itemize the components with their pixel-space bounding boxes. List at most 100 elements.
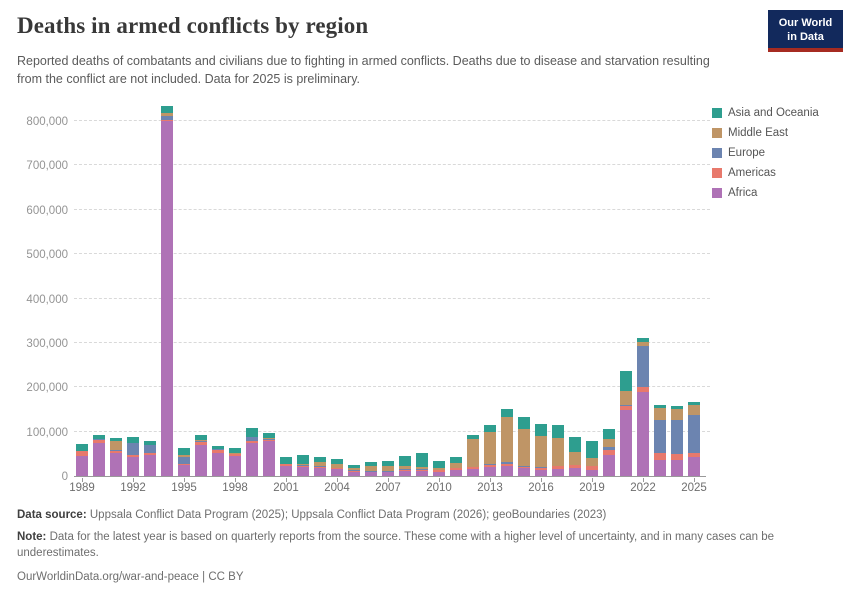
bar-1999[interactable] [246, 428, 258, 476]
bar-1998-asia-and-oceania [229, 447, 241, 454]
bar-2018[interactable] [569, 436, 581, 476]
legend-item-asia-and-oceania[interactable]: Asia and Oceania [712, 106, 819, 120]
bar-2024-africa [671, 460, 683, 476]
gridline-200000 [74, 386, 710, 388]
legend: Asia and Oceania Middle East Europe America… [712, 106, 819, 206]
bar-2008[interactable] [399, 455, 411, 476]
y-axis-label-800000: 800,000 [26, 116, 68, 128]
bar-2018-asia-and-oceania [569, 436, 581, 452]
bar-1990[interactable] [93, 434, 105, 476]
gridline-600000 [74, 208, 710, 210]
bar-2025-middle-east [688, 405, 700, 415]
bar-1994-middle-east [161, 112, 173, 116]
bar-2013-middle-east [484, 431, 496, 465]
bar-2021[interactable] [620, 371, 632, 476]
bar-2004[interactable] [331, 459, 343, 476]
bar-2003[interactable] [314, 456, 326, 476]
chart-region: 0 100,000 200,000 300,000 400,000 500,000 600,… [26, 106, 819, 494]
bar-2020[interactable] [603, 428, 615, 476]
bar-2010-africa [433, 471, 445, 476]
bar-2009[interactable] [416, 452, 428, 476]
bar-2012-middle-east [467, 439, 479, 467]
bar-2016[interactable] [535, 424, 547, 476]
bar-2024-europe [671, 420, 683, 455]
owid-logo-line1: Our World [778, 17, 833, 29]
bar-2017-middle-east [552, 438, 564, 466]
bar-2023[interactable] [654, 405, 666, 476]
legend-label-middle-east: Middle East [728, 127, 789, 139]
bar-2025-americas [688, 452, 700, 458]
bar-1989-americas [76, 451, 88, 457]
bar-2001[interactable] [280, 456, 292, 476]
bar-2014[interactable] [501, 408, 513, 476]
bar-1997[interactable] [212, 445, 224, 476]
bar-1996-africa [195, 444, 207, 476]
bar-1996[interactable] [195, 434, 207, 476]
legend-item-americas[interactable]: Americas [712, 166, 819, 180]
separator: | [198, 571, 209, 584]
bar-2023-europe [654, 419, 666, 454]
bar-2014-asia-and-oceania [501, 408, 513, 418]
bar-2011-africa [450, 470, 462, 476]
bar-2007[interactable] [382, 460, 394, 476]
gridline-300000 [74, 341, 710, 343]
bar-2025[interactable] [688, 402, 700, 476]
bar-2017[interactable] [552, 425, 564, 476]
bar-2008-americas [399, 469, 411, 471]
bar-1990-africa [93, 442, 105, 476]
bar-2001-asia-and-oceania [280, 456, 292, 464]
bar-2007-asia-and-oceania [382, 460, 394, 466]
bar-2024[interactable] [671, 405, 683, 476]
bar-2005[interactable] [348, 465, 360, 476]
legend-label-asia-and-oceania: Asia and Oceania [728, 107, 819, 119]
bar-2007-americas [382, 471, 394, 473]
bar-2002-africa [297, 467, 309, 476]
bar-2014-middle-east [501, 417, 513, 463]
owid-logo[interactable]: Our World in Data [768, 10, 843, 52]
bar-1993[interactable] [144, 440, 156, 476]
bar-1992-americas [127, 455, 139, 457]
legend-item-middle-east[interactable]: Middle East [712, 126, 819, 140]
bar-2000[interactable] [263, 433, 275, 476]
legend-swatch-middle-east [712, 128, 722, 138]
bar-2015[interactable] [518, 417, 530, 476]
bar-2025-europe [688, 414, 700, 453]
bar-2011[interactable] [450, 457, 462, 476]
bar-2022[interactable] [637, 338, 649, 476]
license-link[interactable]: CC BY [208, 571, 244, 584]
bar-2016-middle-east [535, 436, 547, 468]
bar-2007-africa [382, 472, 394, 476]
bar-2004-africa [331, 468, 343, 476]
bar-1999-americas [246, 440, 258, 443]
bar-2012[interactable] [467, 434, 479, 476]
bar-2010[interactable] [433, 460, 445, 476]
legend-label-africa: Africa [728, 187, 758, 199]
bar-2021-middle-east [620, 390, 632, 406]
x-axis-label-2019: 2019 [579, 482, 605, 494]
bar-2000-asia-and-oceania [263, 433, 275, 439]
bar-1995[interactable] [178, 448, 190, 476]
bar-2003-asia-and-oceania [314, 456, 326, 462]
bar-2003-middle-east [314, 461, 326, 467]
owid-link[interactable]: OurWorldinData.org/war-and-peace [17, 571, 199, 584]
bar-2008-asia-and-oceania [399, 455, 411, 467]
bar-2013-africa [484, 466, 496, 476]
bar-2002[interactable] [297, 455, 309, 476]
bar-2005-middle-east [348, 468, 360, 471]
bar-1998[interactable] [229, 447, 241, 476]
legend-item-europe[interactable]: Europe [712, 146, 819, 160]
bar-2021-asia-and-oceania [620, 371, 632, 391]
bar-1994[interactable] [161, 106, 173, 476]
bar-2006[interactable] [365, 461, 377, 476]
bar-1991-americas [110, 450, 122, 453]
bar-1991[interactable] [110, 437, 122, 476]
bar-2025-africa [688, 457, 700, 476]
bar-1999-africa [246, 442, 258, 476]
bar-2019[interactable] [586, 441, 598, 476]
bar-1992[interactable] [127, 436, 139, 476]
legend-item-africa[interactable]: Africa [712, 186, 819, 200]
bar-2013[interactable] [484, 425, 496, 476]
bar-1989[interactable] [76, 444, 88, 476]
bar-2009-asia-and-oceania [416, 452, 428, 468]
bar-2023-middle-east [654, 408, 666, 420]
